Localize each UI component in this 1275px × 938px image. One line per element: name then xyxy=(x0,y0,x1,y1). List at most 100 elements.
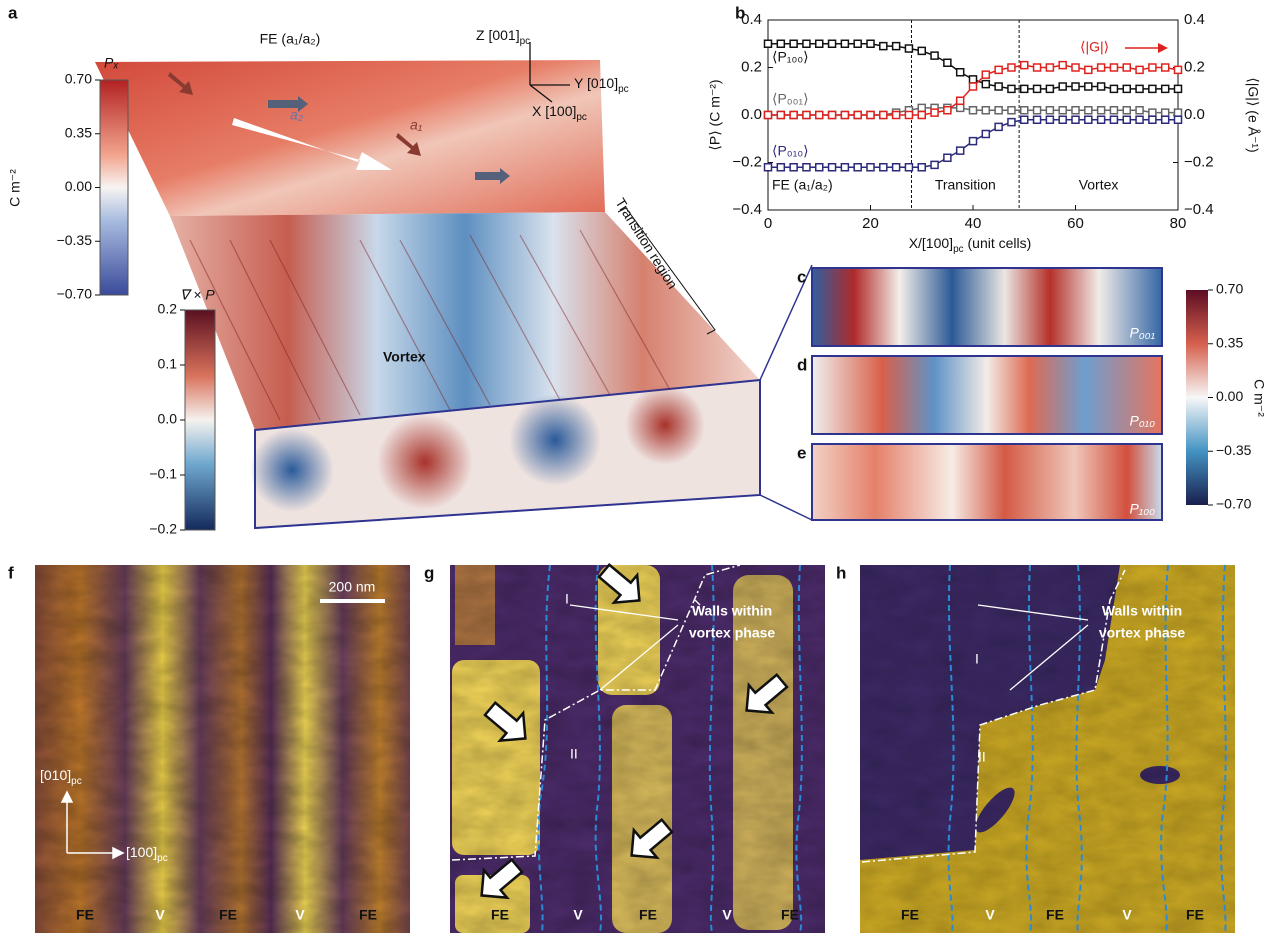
series-marker xyxy=(1020,115,1029,124)
series-marker xyxy=(1173,65,1183,75)
y2-tick-label: −0.4 xyxy=(1184,201,1214,218)
polarization-arrows xyxy=(189,229,671,421)
series-marker xyxy=(815,163,824,172)
x-tick-label: 0 xyxy=(764,215,772,232)
series-marker xyxy=(853,110,862,120)
colorbar-tick-label: 0.1 xyxy=(158,356,178,372)
axis-z: Z [001]pc xyxy=(476,27,530,47)
series-marker xyxy=(1084,106,1093,115)
series-marker xyxy=(981,70,991,79)
series-marker xyxy=(1058,60,1067,70)
phase-walls xyxy=(947,564,1227,934)
series-marker xyxy=(763,110,773,120)
y2-axis-label: ⟨|G|⟩ (e Å⁻¹) xyxy=(1245,77,1261,152)
p010-map xyxy=(811,355,1163,435)
cde-colorbar-unit: C m⁻² xyxy=(1251,379,1267,417)
series-marker xyxy=(1045,115,1055,124)
axis-triad xyxy=(529,42,570,103)
a2-label: a₂ xyxy=(290,107,304,123)
ferroelectric-slab-top xyxy=(95,60,605,216)
annotation-lines xyxy=(977,604,1089,691)
series-marker xyxy=(789,110,798,120)
y-tick-label: −0.4 xyxy=(732,201,762,218)
walls-label: Walls within xyxy=(692,603,772,619)
x-tick-label: 20 xyxy=(862,215,879,232)
walls-label: vortex phase xyxy=(1099,625,1186,641)
domain-boundary xyxy=(861,569,1126,863)
series-marker xyxy=(1160,63,1170,72)
panel-label: b xyxy=(735,3,745,22)
series-marker xyxy=(1148,115,1157,124)
a2-arrow xyxy=(268,96,308,112)
px-colorbar xyxy=(99,79,129,296)
series-marker xyxy=(1173,84,1183,94)
series-marker xyxy=(1135,65,1144,75)
x-axis-label: X/[100]pc (unit cells) xyxy=(909,235,1032,255)
series-marker xyxy=(891,41,901,51)
domain-I: I xyxy=(975,651,979,667)
series-label: ⟨P₁₀₀⟩ xyxy=(772,49,809,65)
panel-label: a xyxy=(8,3,18,22)
vortex-label: Vortex xyxy=(383,349,426,365)
component-label: P₀₀₁ xyxy=(1129,325,1155,341)
series-marker xyxy=(1007,106,1016,115)
region-label: Transition xyxy=(935,177,996,193)
series-marker xyxy=(1109,115,1119,124)
y2-tick-label: 0.0 xyxy=(1184,106,1205,123)
vortex-core xyxy=(377,414,473,510)
series-marker xyxy=(1109,63,1119,72)
phase-label: V xyxy=(985,907,995,923)
px-colorbar-unit: C m⁻² xyxy=(7,169,23,207)
series-marker xyxy=(968,136,978,146)
x-tick-label: 60 xyxy=(1067,215,1084,232)
series-marker xyxy=(1071,82,1080,91)
series-marker xyxy=(776,110,786,120)
big-arrow xyxy=(232,118,392,170)
series-marker xyxy=(1148,108,1157,117)
phase-label: V xyxy=(295,907,305,923)
walls-label: Walls within xyxy=(1102,603,1182,619)
component-label: P₀₁₀ xyxy=(1129,413,1155,429)
series-marker xyxy=(955,68,965,77)
phase-walls xyxy=(537,564,803,934)
y-tick-label: −0.2 xyxy=(732,153,762,170)
phase-label: V xyxy=(1122,907,1132,923)
series-marker xyxy=(1071,115,1080,124)
series-marker xyxy=(930,51,939,60)
cde-colorbar xyxy=(1186,290,1208,505)
colorbar-tick-label: 0.00 xyxy=(65,178,92,194)
series-marker xyxy=(1007,63,1016,72)
series-marker xyxy=(1084,115,1093,124)
series-marker xyxy=(1148,63,1157,72)
transition-bracket xyxy=(617,207,716,335)
phase-label: V xyxy=(573,907,583,923)
series-marker xyxy=(1096,82,1106,91)
series-marker xyxy=(1020,84,1029,94)
series-marker xyxy=(943,58,952,67)
series-marker xyxy=(1122,115,1131,124)
projection-line xyxy=(759,264,813,381)
a1-arrow xyxy=(396,133,421,156)
series-marker xyxy=(827,110,837,120)
series-marker xyxy=(904,163,914,172)
series-marker xyxy=(840,39,850,48)
series-marker xyxy=(1058,115,1067,124)
phase-label: FE xyxy=(1046,907,1064,923)
series-marker xyxy=(891,163,901,172)
domain-boundary xyxy=(451,564,741,861)
series-marker xyxy=(763,39,773,48)
series-marker xyxy=(917,110,926,120)
series-marker xyxy=(1045,63,1055,72)
region-label: FE (a₁/a₂) xyxy=(772,177,833,193)
region-label: Vortex xyxy=(1079,177,1119,193)
series-marker xyxy=(1122,63,1131,72)
series-marker xyxy=(1135,106,1144,115)
phase-label: FE xyxy=(219,907,237,923)
series-marker xyxy=(853,39,862,48)
colorbar-tick-label: 0.70 xyxy=(1216,281,1243,297)
colorbar-tick-label: −0.70 xyxy=(57,286,93,302)
p100-map xyxy=(811,443,1163,521)
series-marker xyxy=(1122,84,1131,94)
series-marker xyxy=(968,82,978,91)
series-marker xyxy=(968,106,978,115)
